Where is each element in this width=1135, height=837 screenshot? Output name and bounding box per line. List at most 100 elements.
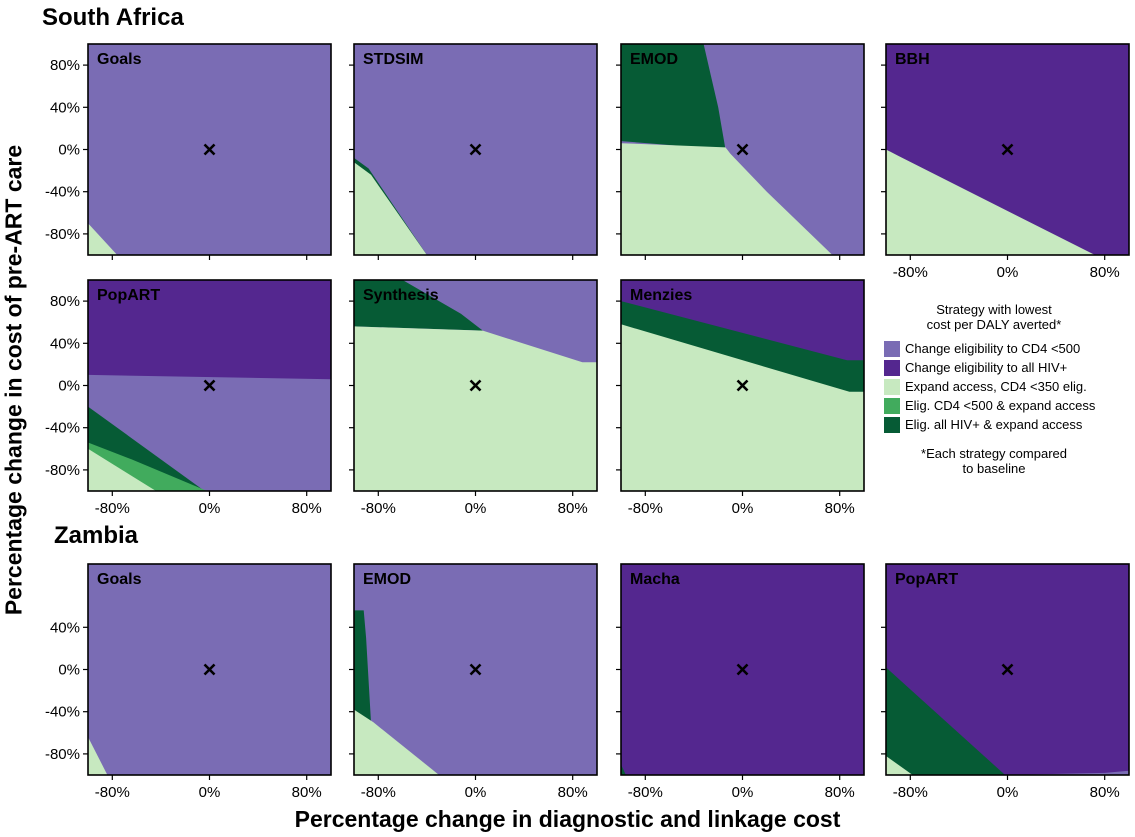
panel-label-south-africa-popart: PopART — [97, 287, 160, 304]
baseline-marker-south-africa-synthesis — [469, 379, 482, 392]
region-title-south-africa: South Africa — [42, 4, 184, 31]
panel-south-africa-menzies: Menzies -80% 0% 80% — [616, 279, 865, 517]
panel-label-south-africa-goals: Goals — [97, 51, 142, 68]
y-tick-label: -80% — [45, 746, 80, 763]
y-tick-label: 0% — [58, 378, 80, 395]
panel-label-south-africa-emod: EMOD — [630, 51, 678, 68]
legend-swatch-exp350 — [884, 378, 900, 395]
legend-items: Change eligibility to CD4 <500 Change el… — [884, 339, 1134, 434]
legend-title-line-1: Strategy with lowest — [936, 302, 1052, 317]
baseline-marker-south-africa-goals — [203, 143, 216, 156]
region-allexp-zambia-popart — [886, 667, 1006, 775]
x-tick-label: -80% — [95, 500, 130, 517]
legend-item-exp350: Expand access, CD4 <350 elig. — [884, 377, 1134, 396]
legend-label-allexp: Elig. all HIV+ & expand access — [905, 417, 1083, 432]
y-tick-label: -80% — [45, 462, 80, 479]
y-tick-label: 80% — [50, 293, 80, 310]
legend-label-exp350: Expand access, CD4 <350 elig. — [905, 379, 1087, 394]
panel-label-south-africa-synthesis: Synthesis — [363, 287, 439, 304]
region-title-zambia: Zambia — [54, 522, 139, 549]
legend-title-line-2: cost per DALY averted* — [926, 317, 1062, 332]
baseline-marker-zambia-emod — [469, 663, 482, 676]
x-tick-label: -80% — [893, 784, 928, 801]
legend-footnote-line-2: to baseline — [962, 461, 1026, 476]
panel-south-africa-bbh: BBH -80% 0% 80% — [881, 43, 1130, 281]
x-tick-label: 0% — [199, 500, 221, 517]
baseline-marker-zambia-macha — [736, 663, 749, 676]
y-tick-label: 40% — [50, 99, 80, 116]
y-tick-label: 0% — [58, 142, 80, 159]
x-tick-label: 80% — [1090, 264, 1120, 281]
legend-swatch-c500exp — [884, 397, 900, 414]
x-tick-label: 0% — [732, 500, 754, 517]
region-exp350-south-africa-emod — [621, 143, 833, 255]
y-tick-label: -40% — [45, 184, 80, 201]
panel-label-south-africa-bbh: BBH — [895, 51, 930, 68]
panel-south-africa-emod: EMOD — [616, 43, 865, 260]
panel-label-south-africa-menzies: Menzies — [630, 287, 692, 304]
panel-label-zambia-popart: PopART — [895, 571, 958, 588]
x-tick-label: 0% — [732, 784, 754, 801]
y-tick-label: -80% — [45, 226, 80, 243]
region-exp350-south-africa-bbh — [886, 149, 1095, 255]
y-tick-label: 40% — [50, 335, 80, 352]
baseline-marker-zambia-popart — [1001, 663, 1014, 676]
x-tick-label: 80% — [558, 500, 588, 517]
y-tick-label: -40% — [45, 420, 80, 437]
panel-south-africa-goals: Goals 80% 40% 0% -40% -80% — [45, 43, 332, 260]
region-exp350-south-africa-synthesis — [354, 326, 597, 491]
legend-item-allexp: Elig. all HIV+ & expand access — [884, 415, 1134, 434]
x-tick-label: 80% — [825, 500, 855, 517]
panel-label-south-africa-stdsim: STDSIM — [363, 51, 423, 68]
baseline-marker-south-africa-stdsim — [469, 143, 482, 156]
region-exp350-south-africa-stdsim — [354, 162, 427, 255]
panel-label-zambia-macha: Macha — [630, 571, 680, 588]
region-allexp-zambia-macha — [621, 764, 626, 775]
x-tick-label: 80% — [825, 784, 855, 801]
legend-label-c500: Change eligibility to CD4 <500 — [905, 341, 1081, 356]
panel-label-zambia-emod: EMOD — [363, 571, 411, 588]
x-tick-label: 80% — [292, 784, 322, 801]
x-tick-label: -80% — [893, 264, 928, 281]
baseline-marker-south-africa-menzies — [736, 379, 749, 392]
x-tick-label: 0% — [997, 264, 1019, 281]
legend-label-c500exp: Elig. CD4 <500 & expand access — [905, 398, 1096, 413]
x-tick-label: -80% — [361, 784, 396, 801]
panel-zambia-popart: PopART -80% 0% 80% — [881, 563, 1130, 801]
panel-zambia-emod: EMOD -80% 0% 80% — [349, 563, 598, 801]
x-tick-label: 80% — [558, 784, 588, 801]
x-tick-label: 0% — [465, 500, 487, 517]
y-tick-label: 40% — [50, 619, 80, 636]
region-exp350-south-africa-popart — [88, 448, 156, 491]
panel-south-africa-stdsim: STDSIM — [349, 43, 598, 260]
region-exp350-zambia-emod — [354, 709, 440, 775]
baseline-marker-zambia-goals — [203, 663, 216, 676]
baseline-marker-south-africa-emod — [736, 143, 749, 156]
region-exp350-zambia-goals — [88, 737, 108, 775]
y-tick-label: 80% — [50, 57, 80, 74]
region-c500-zambia-popart — [1005, 770, 1129, 775]
legend-item-c500: Change eligibility to CD4 <500 — [884, 339, 1134, 358]
x-axis-title: Percentage change in diagnostic and link… — [294, 806, 841, 832]
x-tick-label: 0% — [997, 784, 1019, 801]
x-tick-label: -80% — [95, 784, 130, 801]
panel-south-africa-popart: PopART 80% 40% 0% -40% -80% -80% 0% 80% — [45, 279, 332, 517]
baseline-marker-south-africa-bbh — [1001, 143, 1014, 156]
y-tick-label: -40% — [45, 704, 80, 721]
x-tick-label: -80% — [361, 500, 396, 517]
legend: Strategy with lowest cost per DALY avert… — [884, 302, 1134, 476]
baseline-marker-south-africa-popart — [203, 379, 216, 392]
x-tick-label: 80% — [1090, 784, 1120, 801]
legend-swatch-c500 — [884, 340, 900, 357]
region-allexp-south-africa-emod — [621, 44, 726, 150]
legend-footnote-line-1: *Each strategy compared — [921, 446, 1067, 461]
legend-item-c500exp: Elig. CD4 <500 & expand access — [884, 396, 1134, 415]
legend-swatch-all — [884, 359, 900, 376]
x-tick-label: -80% — [628, 500, 663, 517]
panel-zambia-macha: Macha -80% 0% 80% — [616, 563, 865, 801]
region-exp350-zambia-popart — [886, 756, 913, 775]
x-tick-label: 0% — [199, 784, 221, 801]
x-tick-label: 80% — [292, 500, 322, 517]
